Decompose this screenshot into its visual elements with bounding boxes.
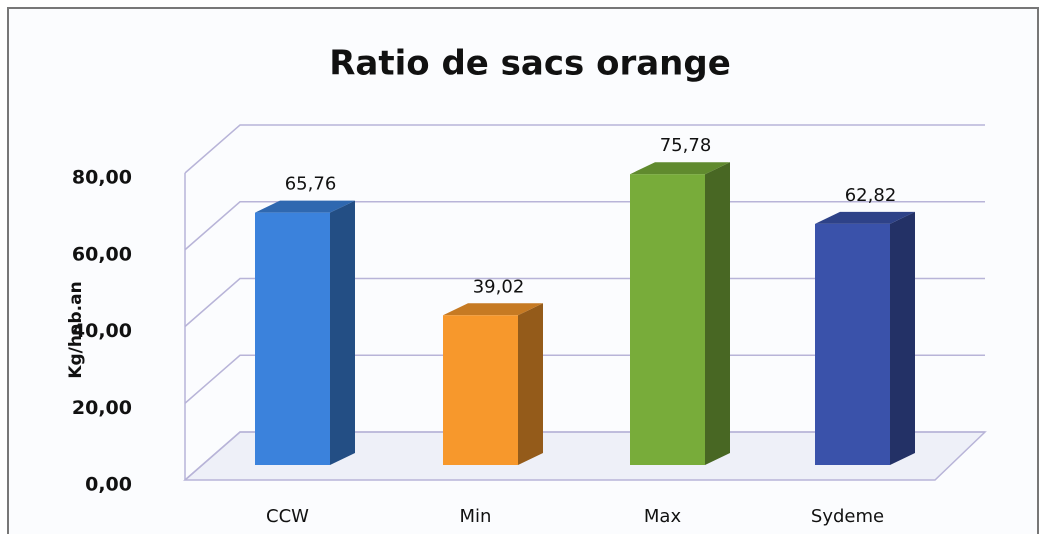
- bar-top: [630, 162, 730, 175]
- bar-top: [815, 211, 915, 224]
- bar-top: [443, 303, 543, 316]
- grid-line: [184, 431, 985, 481]
- value-label: 39,02: [473, 276, 525, 297]
- bar-front: [630, 174, 705, 465]
- bar-side: [518, 303, 543, 465]
- x-tick-label: CCW: [266, 506, 309, 527]
- x-tick-label: Sydeme: [811, 506, 884, 527]
- y-tick-label: 40,00: [72, 320, 132, 342]
- y-tick-label: 60,00: [72, 243, 132, 265]
- grid-line: [184, 201, 985, 251]
- bar-side: [330, 200, 355, 465]
- value-label: 62,82: [845, 185, 897, 206]
- y-axis-label: Kg/hab.an: [66, 281, 86, 378]
- value-label: 65,76: [285, 174, 337, 195]
- bar: [815, 211, 915, 465]
- x-tick-label: Min: [460, 506, 492, 527]
- bar: [255, 200, 355, 465]
- value-label: 75,78: [660, 135, 712, 156]
- bar-front: [255, 212, 330, 465]
- bar-side: [890, 211, 915, 465]
- x-tick-label: Max: [644, 506, 682, 527]
- grid-line: [184, 277, 985, 328]
- grid-line: [184, 354, 985, 404]
- y-tick-label: 0,00: [85, 474, 132, 496]
- chart-title: Ratio de sacs orange: [329, 44, 731, 84]
- bar-side: [705, 162, 730, 465]
- bar-top: [255, 200, 355, 213]
- bar-front: [443, 315, 518, 465]
- bar: [443, 303, 543, 465]
- bar-front: [815, 223, 890, 465]
- grid-line: [184, 124, 985, 174]
- bar: [630, 162, 730, 465]
- y-tick-label: 20,00: [72, 397, 132, 419]
- y-tick-label: 80,00: [72, 167, 132, 189]
